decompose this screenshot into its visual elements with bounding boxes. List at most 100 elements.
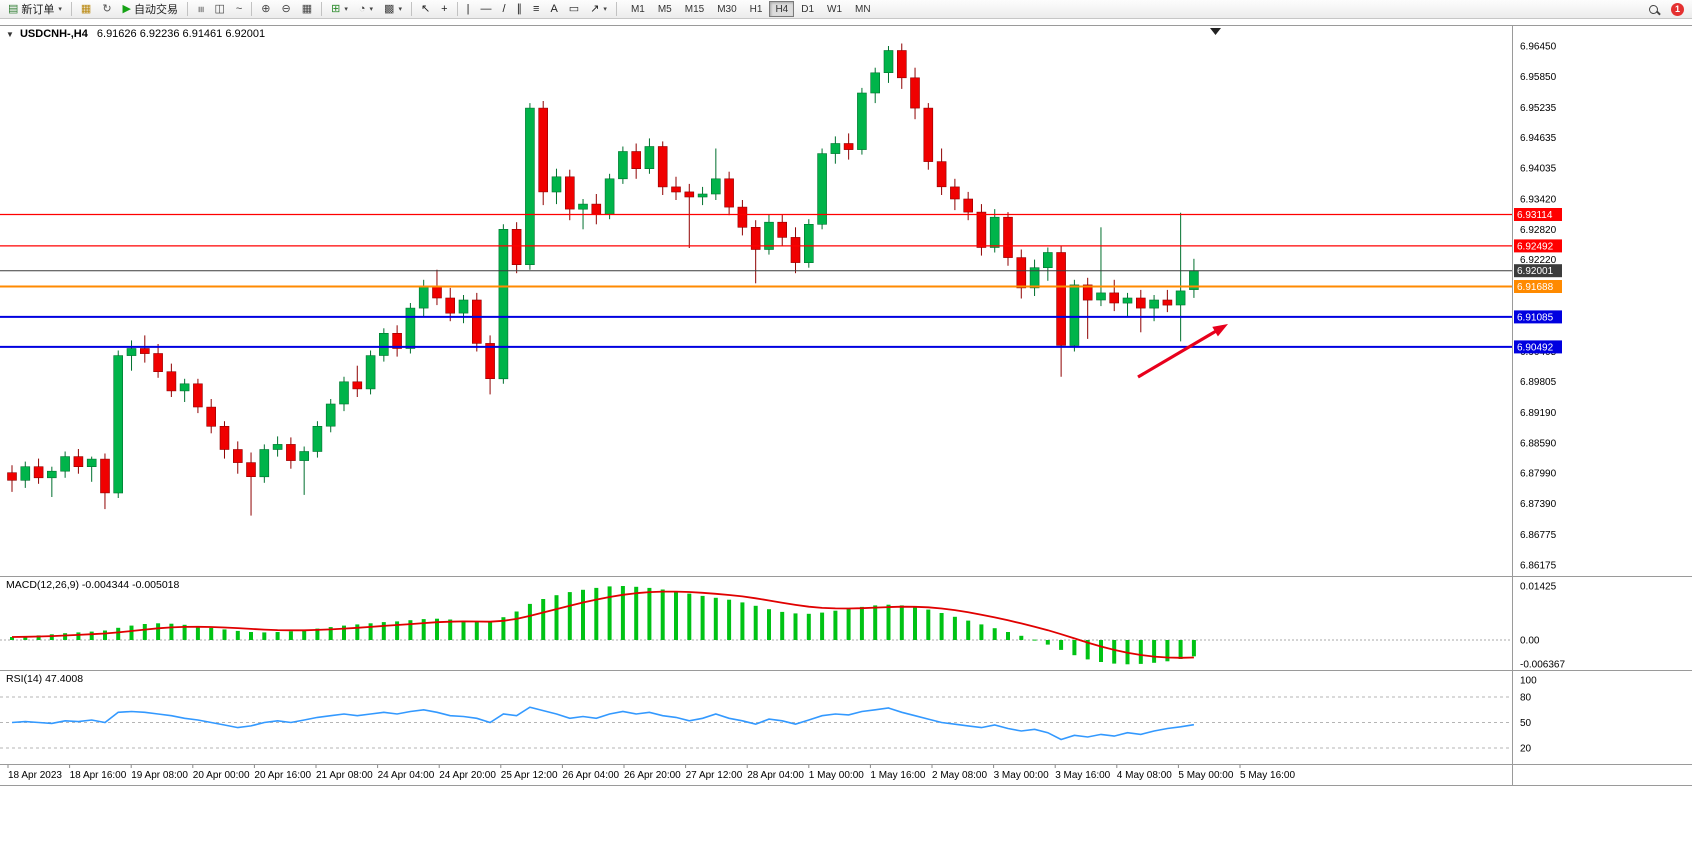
arrow-objects-icon: ↗ — [590, 2, 600, 15]
macd-histogram-bar — [607, 586, 612, 640]
macd-histogram-bar — [63, 633, 68, 640]
timeframe-m15-button[interactable]: M15 — [679, 1, 710, 17]
price-axis-label: 6.86175 — [1520, 560, 1557, 571]
time-axis-label: 28 Apr 04:00 — [747, 770, 804, 781]
candle-bullish — [325, 403, 336, 427]
crosshair-button[interactable]: + — [436, 1, 452, 18]
time-axis-label: 1 May 16:00 — [870, 770, 925, 781]
toolbar-separator — [251, 2, 253, 16]
timeframe-h1-button[interactable]: H1 — [744, 1, 769, 17]
timeframe-m1-button[interactable]: M1 — [625, 1, 651, 17]
candle-bullish — [179, 383, 190, 392]
macd-histogram-bar — [926, 609, 931, 640]
candle-bullish — [604, 178, 615, 215]
price-axis[interactable]: 6.96450 6.95850 6.95235 6.94635 6.94035 6.934… — [1514, 42, 1562, 572]
indicators-button[interactable]: ⊞ ▾ — [326, 1, 353, 18]
line-chart-button[interactable]: ~ — [231, 1, 247, 18]
refresh-button[interactable]: ↻ — [97, 1, 116, 18]
time-axis-label: 21 Apr 08:00 — [316, 770, 373, 781]
zoom-in-button[interactable]: ⊕ — [256, 1, 275, 18]
macd-histogram-bar — [448, 619, 453, 640]
periods-button[interactable]: ◔ ▾ — [354, 1, 378, 18]
candle-bullish — [989, 216, 1000, 248]
macd-histogram-bar — [753, 605, 758, 640]
trendline-button[interactable]: / — [497, 1, 510, 18]
chart-shift-marker[interactable] — [1210, 28, 1221, 35]
macd-histogram-bar — [1165, 640, 1170, 662]
profiles-button[interactable]: ▦ — [76, 1, 96, 18]
horizontal-line-button[interactable]: — — [475, 1, 496, 18]
play-icon: ▶ — [122, 2, 132, 15]
candle-bearish — [538, 107, 549, 193]
bar-chart-button[interactable]: ≡ — [192, 1, 208, 18]
search-button[interactable] — [1644, 1, 1663, 18]
cursor-button[interactable]: ↖ — [416, 1, 435, 18]
templates-button[interactable]: ▩ ▾ — [379, 1, 407, 18]
price-axis-label: 6.94035 — [1520, 164, 1557, 175]
fibonacci-button[interactable]: ≡ — [528, 1, 544, 18]
macd-histogram-bar — [740, 602, 745, 640]
macd-histogram-bar — [381, 622, 386, 640]
candle-bullish — [259, 449, 270, 478]
timeframe-d1-button[interactable]: D1 — [795, 1, 820, 17]
macd-histogram-bar — [1191, 640, 1196, 657]
candle-bullish — [817, 153, 827, 225]
tile-windows-button[interactable]: ▦ — [297, 1, 317, 18]
rsi-indicator-label: RSI(14) 47.4008 — [6, 673, 84, 685]
zoom-out-button[interactable]: ⊖ — [277, 1, 296, 18]
time-axis[interactable]: 18 Apr 2023 18 Apr 16:00 19 Apr 08:00 20 Ap… — [7, 765, 1295, 781]
time-axis-label: 25 Apr 12:00 — [501, 770, 558, 781]
candle-bullish — [1122, 297, 1133, 304]
macd-histogram-bar — [222, 629, 227, 640]
macd-histogram-bar — [939, 613, 944, 640]
macd-histogram-bar — [1072, 640, 1077, 656]
toolbar-buttons: ▤ 新订单 ▾ ▦ ↻ ▶ 自动交易 ≡ ◫ ~ ⊕ ⊖ ▦ ⊞ ▾ ◔ ▾ ▩ ▾ ↖ + | — / ∥ ≡ A ▭ ↗ ▾ — [3, 1, 620, 18]
macd-histogram-bar — [169, 623, 174, 640]
price-axis-label: 6.87390 — [1520, 499, 1557, 510]
price-axis-label: 6.86775 — [1520, 530, 1557, 541]
candle-bullish — [113, 355, 123, 494]
arrows-button[interactable]: ↗ ▾ — [585, 1, 612, 18]
timeframe-mn-button[interactable]: MN — [849, 1, 877, 17]
candle-bullish — [870, 72, 881, 94]
candle-bullish — [883, 50, 894, 74]
time-axis-label: 20 Apr 00:00 — [193, 770, 250, 781]
candlestick-chart-button[interactable]: ◫ — [209, 1, 229, 18]
horizontal-line-icon: — — [480, 2, 492, 15]
toolbar: ▤ 新订单 ▾ ▦ ↻ ▶ 自动交易 ≡ ◫ ~ ⊕ ⊖ ▦ ⊞ ▾ ◔ ▾ ▩ ▾ ↖ + | — / ∥ ≡ A ▭ ↗ ▾ M1 M5… — [0, 0, 1692, 19]
text-button[interactable]: A — [545, 1, 562, 18]
auto-trading-button[interactable]: ▶ 自动交易 — [118, 1, 183, 18]
text-label-button[interactable]: ▭ — [564, 1, 584, 18]
crosshair-icon: + — [441, 2, 448, 15]
candle-bearish — [352, 381, 363, 390]
channel-button[interactable]: ∥ — [512, 1, 528, 18]
candle-bullish — [710, 178, 721, 195]
time-axis-label: 24 Apr 20:00 — [439, 770, 496, 781]
macd-histogram-bar — [89, 631, 94, 640]
macd-histogram-bar — [408, 620, 413, 640]
macd-histogram-bar — [1006, 632, 1010, 640]
toolbar-separator — [615, 2, 617, 16]
macd-histogram-bar — [368, 623, 373, 640]
blue-support-line-2-price-tag-label: 6.90492 — [1517, 342, 1554, 353]
candle-bullish — [697, 193, 708, 198]
timeframe-h4-button[interactable]: H4 — [769, 1, 795, 17]
candle-bearish — [233, 449, 243, 463]
macd-histogram-bar — [1045, 640, 1050, 645]
cursor-icon: ↖ — [420, 2, 431, 15]
candle-bearish — [963, 198, 974, 213]
orange-level-line-price-tag-label: 6.91688 — [1517, 282, 1554, 293]
timeframe-w1-button[interactable]: W1 — [821, 1, 848, 17]
arrow-annotation[interactable] — [1137, 324, 1228, 379]
timeframe-m5-button[interactable]: M5 — [652, 1, 678, 17]
candle-bearish — [392, 332, 402, 349]
chart-menu-icon[interactable]: ▼ — [6, 30, 14, 39]
candle-bullish — [458, 299, 469, 314]
vertical-line-button[interactable]: | — [462, 1, 475, 18]
candle-bearish — [73, 456, 84, 468]
timeframe-m30-button[interactable]: M30 — [711, 1, 742, 17]
notification-badge[interactable]: 1 — [1671, 2, 1684, 16]
candle-bullish — [378, 332, 389, 356]
new-order-button[interactable]: ▤ 新订单 ▾ — [3, 1, 67, 18]
